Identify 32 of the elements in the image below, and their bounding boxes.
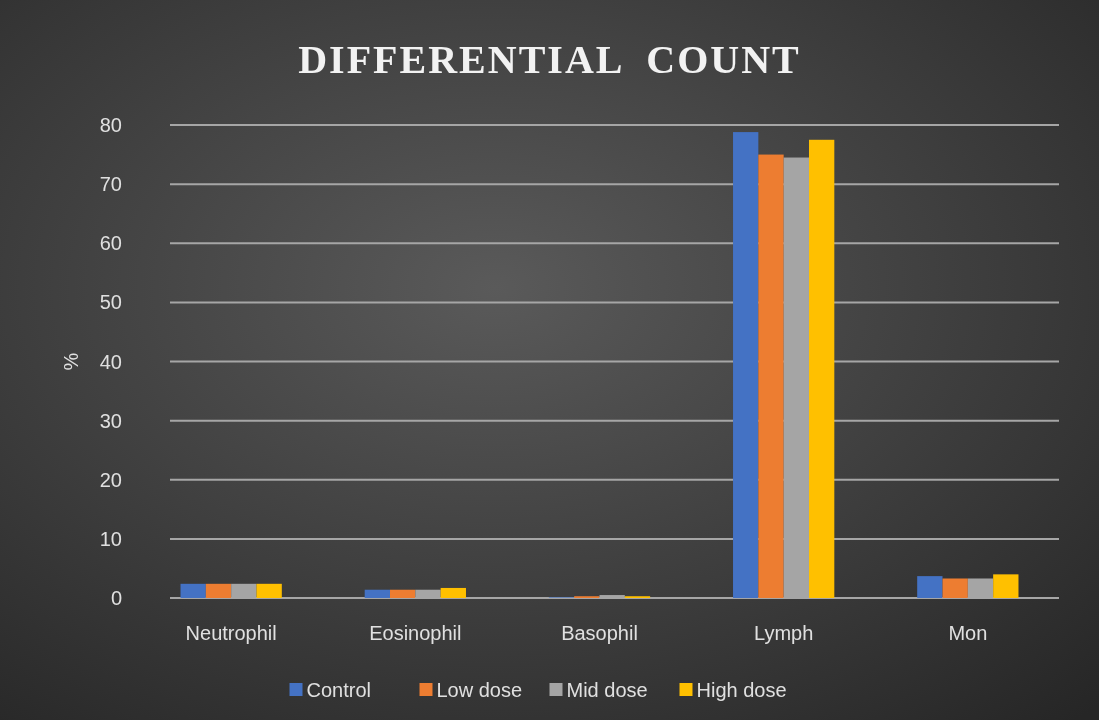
legend-label: Low dose xyxy=(436,679,523,701)
bar xyxy=(180,583,206,598)
bar xyxy=(364,589,391,598)
legend-label: High dose xyxy=(696,679,787,701)
bar xyxy=(758,154,784,598)
x-tick-label: Neutrophil xyxy=(185,622,277,644)
y-tick-label: 0 xyxy=(110,587,122,609)
legend-label: Control xyxy=(306,679,371,701)
bar xyxy=(808,139,835,598)
x-tick-label: Basophil xyxy=(561,622,638,644)
bar xyxy=(390,589,416,598)
y-tick-label: 50 xyxy=(99,291,122,314)
bar xyxy=(440,587,466,598)
y-tick-label: 70 xyxy=(99,173,122,196)
bar xyxy=(205,583,232,598)
x-tick-label: Eosinophil xyxy=(369,622,462,644)
y-tick-label: 10 xyxy=(99,527,122,550)
y-tick-label: 40 xyxy=(99,350,122,373)
bar xyxy=(256,583,282,598)
y-axis-title: % xyxy=(60,352,82,371)
y-tick-label: 30 xyxy=(99,409,122,432)
bar xyxy=(993,574,1019,598)
y-tick-label: 60 xyxy=(99,232,122,255)
x-tick-label: Lymph xyxy=(754,622,814,644)
x-tick-label: Mon xyxy=(948,622,988,644)
bar xyxy=(942,578,968,598)
chart-title: DIFFERENTIAL COUNT xyxy=(298,37,801,82)
y-tick-label: 80 xyxy=(99,114,122,136)
y-tick-label: 20 xyxy=(99,468,122,491)
bar xyxy=(733,132,759,598)
legend-label: Mid dose xyxy=(566,679,648,701)
bar xyxy=(917,576,943,598)
